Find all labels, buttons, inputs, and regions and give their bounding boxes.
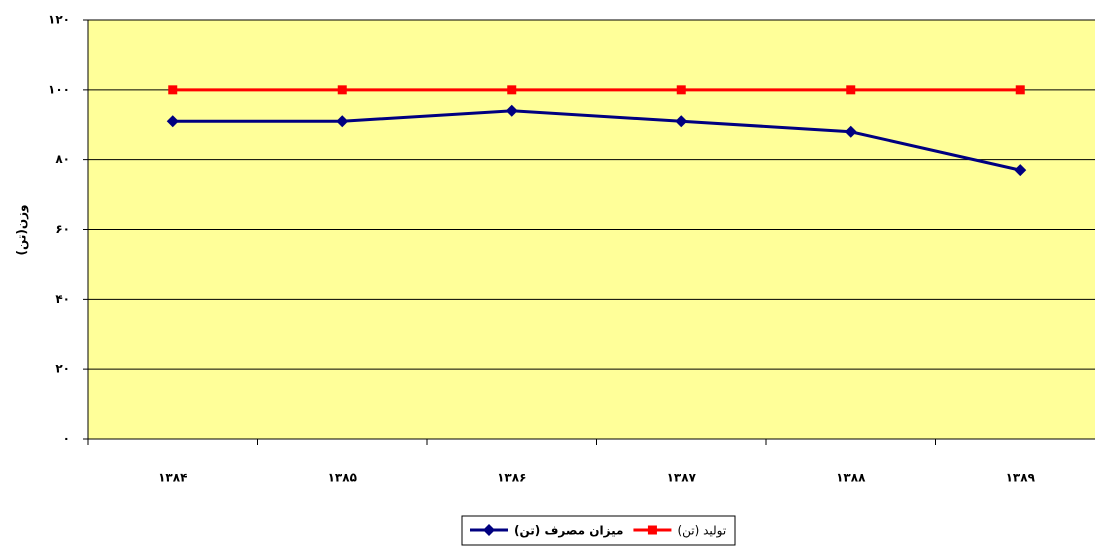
data-point: [505, 104, 518, 117]
data-point: [168, 85, 178, 95]
y-tick-label: ۴۰: [55, 292, 70, 306]
series-line: [172, 109, 1021, 172]
y-tick-label: ۲۰: [55, 362, 70, 376]
y-tick-label: ۱۲۰: [48, 13, 70, 27]
y-tick-label: ۸۰: [55, 152, 70, 166]
data-point: [846, 85, 856, 95]
y-axis-label: وزن(تن): [15, 205, 30, 256]
x-tick-label: ۱۳۸۶: [497, 471, 526, 485]
data-point: [1014, 164, 1027, 177]
data-point: [844, 125, 857, 138]
y-tick-label: ۶۰: [55, 222, 70, 236]
y-tick-label: ۰: [63, 432, 70, 446]
x-tick-label: ۱۳۸۹: [1006, 471, 1036, 485]
data-point: [336, 115, 349, 128]
x-tick-label: ۱۳۸۸: [836, 471, 866, 485]
legend-label: میزان مصرف (تن): [514, 524, 623, 538]
legend-marker: [647, 525, 657, 535]
data-point: [1015, 85, 1025, 95]
x-tick-label: ۱۳۸۵: [328, 471, 357, 485]
legend-label: تولید (تن): [677, 524, 726, 539]
x-tick-label: ۱۳۸۴: [158, 471, 187, 485]
data-point: [675, 115, 688, 128]
x-tick-label: ۱۳۸۷: [667, 471, 697, 485]
legend-marker: [483, 524, 495, 536]
data-point: [507, 85, 517, 95]
data-point: [337, 85, 347, 95]
data-point: [676, 85, 686, 95]
y-tick-label: ۱۰۰: [48, 82, 70, 96]
data-point: [166, 115, 179, 128]
